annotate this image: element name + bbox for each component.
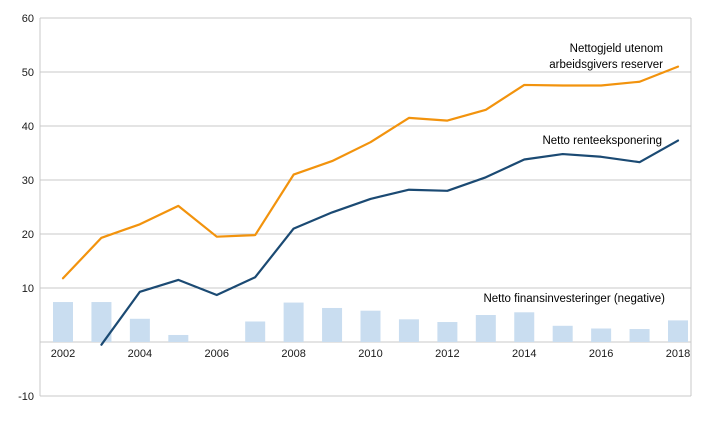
x-tick-label: 2002 <box>51 348 75 360</box>
y-tick-label: -10 <box>18 391 34 403</box>
y-tick-label: 40 <box>22 121 34 133</box>
label-nettogjeld-line2: arbeidsgivers reserver <box>549 59 663 71</box>
x-tick-label: 2012 <box>435 348 459 360</box>
bar <box>514 312 535 342</box>
bar <box>53 302 73 342</box>
x-tick-label: 2004 <box>128 348 152 360</box>
series-line-1 <box>100 139 680 346</box>
y-tick-label: 50 <box>22 67 34 79</box>
bar <box>475 315 496 342</box>
x-tick-label: 2016 <box>589 348 613 360</box>
x-tick-label: 2008 <box>281 348 305 360</box>
y-tick-label: 20 <box>22 229 34 241</box>
bar <box>398 319 419 342</box>
bar <box>668 320 688 342</box>
y-tick-label: 10 <box>22 283 34 295</box>
bar <box>283 302 304 342</box>
bar <box>591 328 612 342</box>
bar <box>629 329 650 342</box>
x-tick-label: 2006 <box>205 348 229 360</box>
y-tick-label: 60 <box>22 13 34 25</box>
label-nettogjeld-line1: Nettogjeld utenom <box>570 43 663 55</box>
bar <box>437 322 458 342</box>
bar <box>360 310 381 342</box>
bar <box>322 307 343 342</box>
bar <box>245 321 266 342</box>
bar <box>129 318 150 342</box>
y-tick-label: 30 <box>22 175 34 187</box>
x-tick-label: 2018 <box>666 348 690 360</box>
label-finansinvesteringer: Netto finansinvesteringer (negative) <box>483 293 665 305</box>
bar <box>91 302 112 342</box>
bar <box>552 325 573 342</box>
label-renteeksponering: Netto renteeksponering <box>542 135 662 147</box>
x-tick-label: 2010 <box>358 348 382 360</box>
bar <box>168 334 189 342</box>
series-line-0 <box>61 65 680 280</box>
x-tick-label: 2014 <box>512 348 536 360</box>
